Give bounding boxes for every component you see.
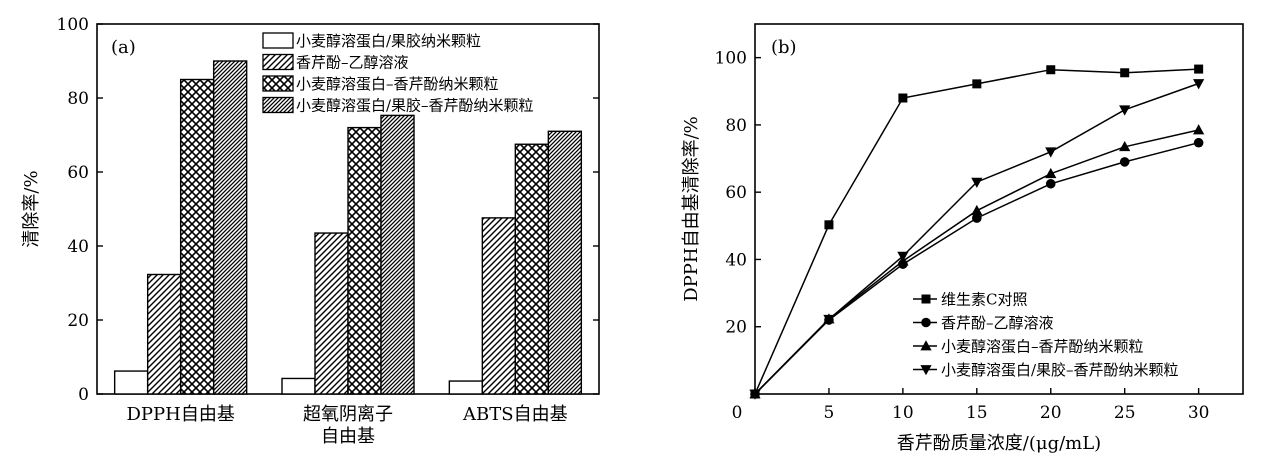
y-tick-label: 40 — [67, 237, 89, 257]
bar — [146, 273, 182, 395]
legend-a: 小麦醇溶蛋白/果胶纳米颗粒香芹酚–乙醇溶液小麦醇溶蛋白–香芹酚纳米颗粒小麦醇溶蛋… — [262, 32, 534, 115]
plot-frame-b — [754, 23, 1244, 395]
legend-swatch — [262, 32, 294, 49]
bar — [179, 78, 215, 395]
data-point — [1194, 64, 1204, 74]
bar — [514, 143, 550, 395]
data-point — [1193, 79, 1205, 90]
x-tick-label: 5 — [824, 403, 835, 423]
data-point — [1119, 140, 1131, 152]
bar — [314, 232, 349, 395]
axis-ticks-b: 0 5 10 15 20 25 30 20 40 60 80 100 — [715, 49, 1210, 423]
x-tick-label: 10 — [892, 403, 914, 423]
data-point — [1119, 157, 1130, 167]
legend-label: 小麦醇溶蛋白–香芹酚纳米颗粒 — [941, 338, 1144, 356]
x-tick-label: 15 — [966, 403, 988, 423]
y-tick-label: 80 — [67, 89, 89, 109]
y-tick-label: 80 — [725, 116, 747, 136]
y-ticks-a: 0 20 40 60 80 100 — [57, 15, 599, 405]
legend-label: 香芹酚–乙醇溶液 — [941, 314, 1054, 332]
bar — [212, 60, 248, 395]
data-point — [1045, 178, 1056, 189]
legend-marker — [921, 317, 931, 328]
bar — [113, 370, 149, 395]
data-point — [1045, 167, 1057, 179]
legend-swatch — [262, 96, 294, 114]
data-point — [1120, 68, 1130, 78]
data-point — [824, 220, 834, 230]
legend-marker — [920, 365, 932, 376]
x-category-label: 超氧阴离子 — [303, 404, 393, 425]
x-category-label: DPPH自由基 — [126, 404, 234, 425]
legend-marker — [920, 340, 932, 351]
data-point — [971, 177, 983, 188]
data-point — [898, 93, 908, 103]
legend-label: 维生素C对照 — [941, 291, 1027, 309]
data-point — [1046, 65, 1056, 75]
x-category-label: 自由基 — [321, 426, 375, 447]
data-point — [1193, 124, 1205, 135]
bar — [380, 114, 415, 395]
bar — [281, 377, 316, 395]
legend-b: 维生素C对照香芹酚–乙醇溶液小麦醇溶蛋白–香芹酚纳米颗粒小麦醇溶蛋白/果胶–香芹… — [913, 291, 1179, 379]
bar — [448, 380, 484, 395]
panel-label-a: (a) — [111, 37, 136, 58]
data-point — [1193, 137, 1204, 148]
y-tick-label: 0 — [78, 385, 89, 405]
legend-swatch — [262, 53, 294, 71]
panel-label-b: (b) — [771, 37, 797, 58]
y-tick-label: 20 — [725, 318, 747, 338]
data-point — [749, 389, 761, 400]
bar — [347, 126, 382, 395]
y-tick-label: 60 — [725, 183, 747, 203]
data-point — [823, 314, 835, 326]
legend-label: 香芹酚–乙醇溶液 — [296, 54, 409, 72]
legend-label: 小麦醇溶蛋白/果胶–香芹酚纳米颗粒 — [941, 361, 1179, 379]
data-point — [1045, 147, 1057, 158]
y-axis-title-a: 清除率/% — [21, 170, 42, 247]
data-point — [972, 79, 982, 89]
legend-marker — [921, 294, 931, 304]
y-tick-label: 60 — [67, 163, 89, 183]
bars-a — [113, 60, 583, 395]
data-point — [972, 213, 982, 223]
x-tick-label: 20 — [1040, 403, 1062, 423]
y-axis-title-b: DPPH自由基清除率/% — [681, 116, 702, 302]
data-point — [971, 204, 983, 216]
legend-label: 小麦醇溶蛋白/果胶–香芹酚纳米颗粒 — [296, 97, 534, 115]
data-point — [1119, 105, 1131, 116]
legend-label: 小麦醇溶蛋白/果胶纳米颗粒 — [296, 32, 481, 50]
line-chart-panel: 0 5 10 15 20 25 30 20 40 60 80 100 (b) 香芹酚质量浓度/(μg/… — [681, 23, 1244, 454]
x-category-label: ABTS自由基 — [462, 404, 568, 425]
y-tick-label: 40 — [725, 250, 747, 270]
legend-swatch — [262, 75, 294, 92]
x-tick-label: 30 — [1188, 403, 1210, 423]
x-tick-label: 25 — [1114, 403, 1136, 423]
data-point — [897, 251, 909, 262]
y-tick-label: 100 — [57, 15, 89, 35]
series-lines-b — [749, 64, 1205, 400]
x-axis-title-b: 香芹酚质量浓度/(μg/mL) — [897, 433, 1101, 454]
y-tick-label: 100 — [715, 49, 747, 69]
bar — [547, 130, 583, 395]
legend-label: 小麦醇溶蛋白–香芹酚纳米颗粒 — [296, 75, 499, 93]
bar — [481, 217, 517, 395]
y-tick-label: 20 — [67, 311, 89, 331]
x-tick-label: 0 — [732, 403, 743, 423]
